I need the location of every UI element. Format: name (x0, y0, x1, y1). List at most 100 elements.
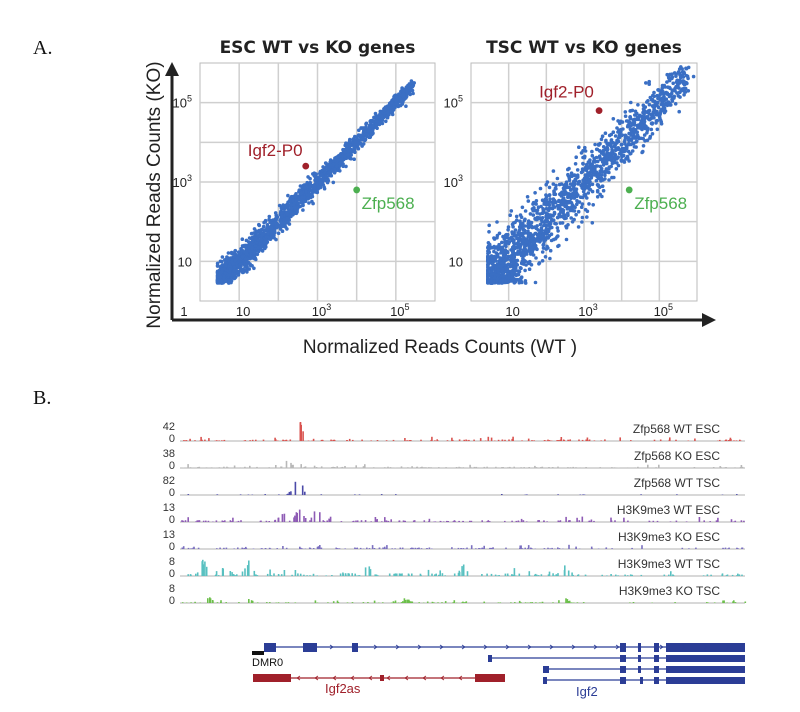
signal-bar (226, 466, 228, 468)
data-point (509, 209, 514, 213)
data-point (624, 135, 629, 139)
data-point (540, 216, 545, 220)
data-point (409, 88, 414, 93)
data-point (632, 120, 637, 125)
signal-bar (352, 520, 355, 522)
data-point (495, 220, 499, 224)
signal-bar (529, 602, 532, 603)
signal-bar (464, 602, 467, 603)
data-point (567, 194, 572, 199)
data-point (634, 140, 638, 144)
data-point (512, 277, 516, 281)
data-point (349, 156, 353, 161)
signal-bar (195, 573, 197, 576)
data-point (596, 183, 600, 187)
data-point (616, 155, 620, 159)
signal-bar (511, 520, 513, 522)
signal-bar (382, 602, 384, 603)
data-point (665, 92, 670, 96)
data-point (655, 118, 659, 123)
data-point (616, 130, 621, 134)
data-point (286, 193, 290, 198)
signal-bar (332, 466, 334, 468)
signal-bar (527, 602, 529, 603)
data-point (649, 127, 654, 132)
signal-bar (586, 437, 589, 441)
signal-bar (231, 574, 234, 576)
signal-bar (314, 600, 317, 603)
data-point (228, 267, 233, 272)
signal-bar (564, 565, 566, 576)
signal-bar (583, 494, 586, 495)
data-point (575, 202, 579, 206)
signal-bar (629, 602, 631, 603)
signal-bar (300, 464, 302, 468)
signal-bar (269, 548, 272, 549)
data-point (560, 221, 565, 225)
data-point (611, 117, 616, 121)
data-point (487, 230, 491, 234)
signal-bar (552, 467, 554, 468)
signal-bar (744, 601, 747, 603)
data-point (630, 149, 635, 153)
signal-bar (281, 514, 284, 522)
data-point (609, 142, 613, 146)
signal-bar (610, 517, 612, 522)
signal-bar (332, 601, 335, 603)
data-point (500, 267, 505, 271)
signal-bar (216, 548, 218, 549)
data-point (562, 198, 566, 203)
signal-bar (474, 467, 477, 468)
data-point (576, 175, 580, 179)
signal-bar (698, 517, 701, 522)
signal-bar (377, 575, 379, 576)
signal-bar (404, 599, 407, 603)
signal-bar (722, 547, 724, 549)
signal-bar (426, 548, 428, 549)
signal-bar (640, 494, 642, 495)
signal-bar (465, 601, 468, 603)
igf2-exon (666, 655, 745, 662)
dmr0-bar (252, 651, 264, 655)
signal-bar (565, 598, 567, 603)
igf2-exon (264, 643, 276, 652)
data-point (554, 183, 558, 188)
data-point (684, 73, 689, 78)
signal-bar (668, 574, 670, 576)
data-point (234, 268, 238, 272)
data-point (220, 267, 225, 272)
signal-bar (688, 548, 690, 549)
signal-bar (687, 440, 690, 441)
signal-bar (739, 439, 741, 441)
strand-arrow (368, 675, 373, 681)
signal-bar (224, 520, 226, 522)
y-axis-label: Normalized Reads Counts (KO) (144, 61, 165, 328)
signal-bar (376, 440, 379, 441)
signal-bar (623, 520, 625, 522)
data-point (547, 200, 551, 204)
signal-bar (196, 521, 199, 522)
signal-bar (504, 520, 506, 522)
data-point (523, 209, 528, 213)
data-point (517, 269, 522, 274)
signal-bar (428, 467, 430, 468)
data-point (581, 161, 585, 166)
signal-bar (336, 466, 338, 468)
signal-bar (359, 547, 362, 549)
signal-bar (597, 548, 600, 549)
data-point (684, 66, 689, 71)
data-point (500, 248, 504, 253)
data-point (486, 251, 490, 256)
signal-bar (285, 547, 288, 549)
strand-arrow (395, 644, 400, 650)
signal-bar (458, 520, 460, 522)
data-point (307, 201, 311, 205)
signal-bar (290, 462, 292, 468)
data-point (680, 70, 685, 74)
strand-arrow (571, 644, 576, 650)
data-point (320, 168, 325, 173)
signal-bar (196, 520, 199, 522)
x-tick-label: 105 (390, 302, 409, 319)
signal-bar (328, 518, 330, 522)
data-point (386, 110, 391, 114)
